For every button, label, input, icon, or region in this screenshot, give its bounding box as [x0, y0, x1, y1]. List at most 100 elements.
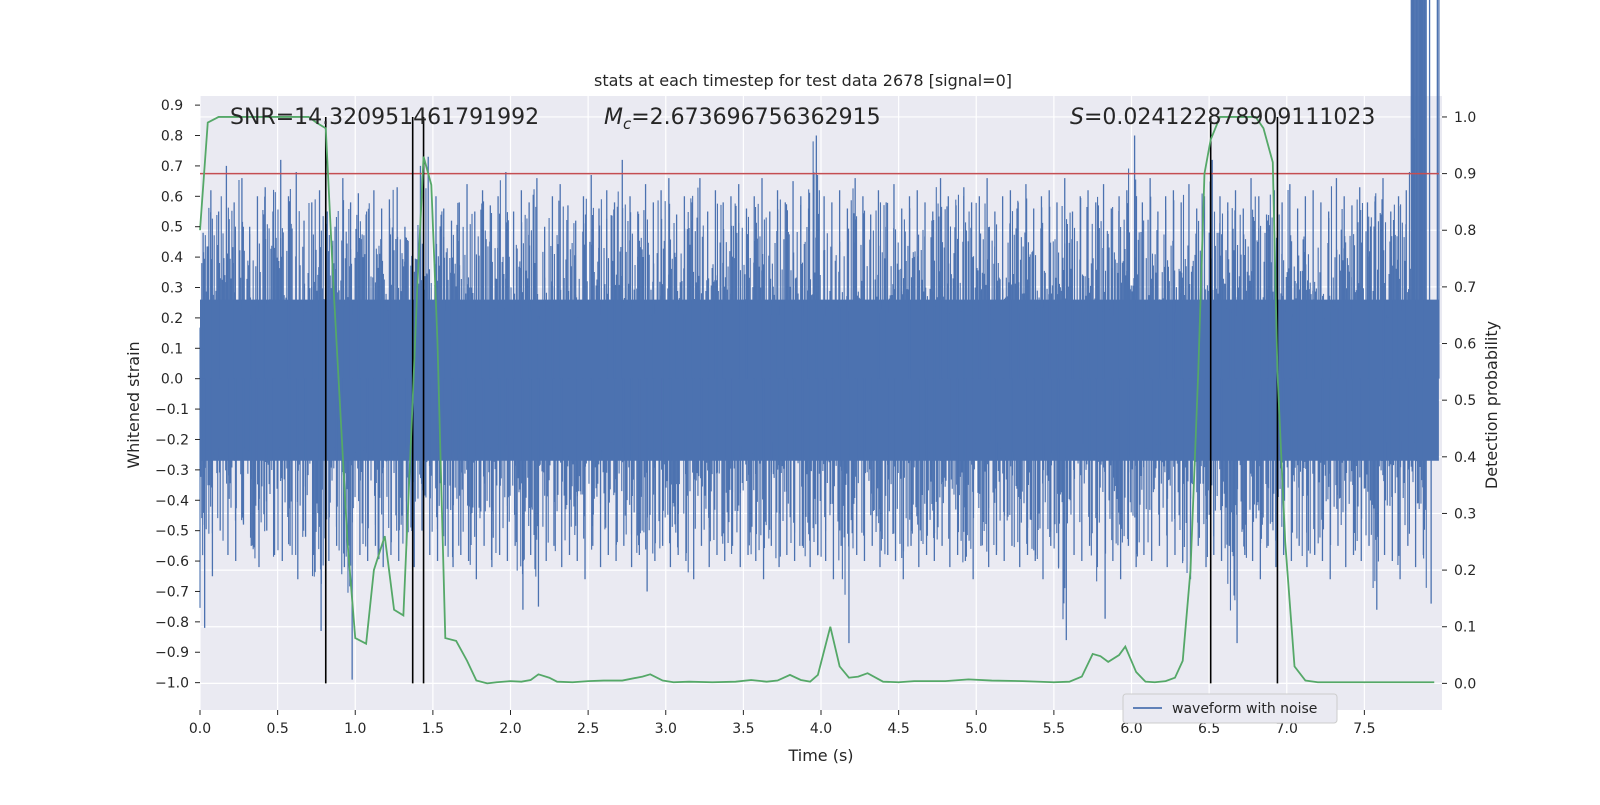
y-tick-9: 0.0: [161, 372, 200, 388]
y2-tick-label-4: 0.6: [1454, 337, 1476, 353]
y-tick-1: 0.8: [161, 129, 200, 145]
x-tick-label-1: 0.5: [266, 721, 288, 737]
y-tick-label-8: 0.1: [161, 341, 183, 357]
y2-axis-label: Detection probability: [1482, 321, 1501, 489]
x-tick-8: 4.0: [810, 710, 832, 737]
x-tick-9: 4.5: [887, 710, 910, 737]
y-tick-label-11: −0.2: [155, 432, 189, 448]
y-axis-label: Whitened strain: [124, 341, 143, 468]
y-tick-label-6: 0.3: [161, 280, 183, 296]
x-tick-7: 3.5: [732, 710, 755, 737]
y-tick-label-1: 0.8: [161, 129, 183, 145]
y2-tick-10: 0.0: [1442, 676, 1476, 692]
y2-tick-label-7: 0.3: [1454, 506, 1476, 522]
y-tick-2: 0.7: [161, 159, 200, 175]
x-tick-6: 3.0: [655, 710, 677, 737]
legend: waveform with noise: [1122, 693, 1338, 724]
y2-tick-7: 0.3: [1442, 506, 1476, 522]
chirp-mass-annotation: Mc=2.673696756362915: [604, 105, 881, 133]
y-tick-18: −0.9: [155, 645, 200, 661]
y2-tick-9: 0.1: [1442, 620, 1476, 636]
y2-tick-label-3: 0.7: [1454, 280, 1476, 296]
x-tick-label-3: 1.5: [422, 721, 444, 737]
x-tick-label-15: 7.5: [1353, 721, 1375, 737]
x-tick-label-11: 5.5: [1043, 721, 1065, 737]
y-tick-11: −0.2: [155, 432, 200, 448]
y2-tick-4: 0.6: [1442, 337, 1476, 353]
chirp-mass-subscript: c: [623, 115, 632, 133]
x-tick-5: 2.5: [577, 710, 599, 737]
y-tick-7: 0.2: [161, 311, 200, 327]
y2-tick-2: 0.8: [1442, 223, 1476, 239]
y-axis-ticks: 0.9 0.8 0.7 0.6 0.5 0.4 0.3 0.2 0.1 0.0 −0.1 −0.2 −0…: [155, 98, 200, 692]
y-tick-14: −0.5: [155, 524, 200, 540]
y-tick-label-3: 0.6: [161, 189, 183, 205]
y-tick-label-19: −1.0: [155, 676, 189, 692]
y-tick-label-18: −0.9: [155, 645, 189, 661]
chirp-mass-value: =2.673696756362915: [631, 105, 880, 130]
y-tick-label-5: 0.4: [161, 250, 183, 266]
score-annotation: S=0.024122878909111023: [1070, 105, 1375, 130]
detection-probability-series: [199, 116, 1435, 685]
y-tick-6: 0.3: [161, 280, 200, 296]
y-tick-label-7: 0.2: [161, 311, 183, 327]
y-tick-19: −1.0: [155, 676, 200, 692]
y-tick-15: −0.6: [155, 554, 200, 570]
y-tick-10: −0.1: [155, 402, 200, 418]
y2-tick-1: 0.9: [1442, 167, 1476, 183]
x-tick-label-9: 4.5: [887, 721, 909, 737]
y2-tick-label-1: 0.9: [1454, 167, 1476, 183]
chirp-mass-symbol: M: [604, 105, 623, 130]
legend-label-waveform: waveform with noise: [1172, 701, 1317, 717]
y-tick-label-16: −0.7: [155, 584, 189, 600]
y-tick-4: 0.5: [161, 220, 200, 236]
x-tick-1: 0.5: [266, 710, 289, 737]
y2-tick-label-0: 1.0: [1454, 110, 1476, 126]
x-tick-label-7: 3.5: [732, 721, 754, 737]
chart-title: stats at each timestep for test data 267…: [594, 71, 1012, 90]
snr-annotation: SNR=14.320951461791992: [230, 105, 539, 130]
y2-tick-8: 0.2: [1442, 563, 1476, 579]
x-tick-10: 5.0: [965, 710, 987, 737]
score-value: =0.024122878909111023: [1084, 105, 1375, 130]
y-tick-16: −0.7: [155, 584, 200, 600]
x-tick-label-4: 2.0: [499, 721, 521, 737]
y2-tick-3: 0.7: [1442, 280, 1476, 296]
y-tick-8: 0.1: [161, 341, 200, 357]
x-tick-label-8: 4.0: [810, 721, 832, 737]
waveform-with-noise-series: [199, 0, 1440, 680]
x-axis-label: Time (s): [787, 746, 853, 765]
y2-axis-ticks: 1.0 0.9 0.8 0.7 0.6 0.5 0.4 0.3 0.2 0.1 0.0: [1442, 110, 1476, 692]
y2-tick-label-8: 0.2: [1454, 563, 1476, 579]
y2-tick-label-6: 0.4: [1454, 450, 1476, 466]
x-tick-label-5: 2.5: [577, 721, 599, 737]
y-tick-label-10: −0.1: [155, 402, 189, 418]
x-tick-11: 5.5: [1043, 710, 1065, 737]
x-tick-label-12: 6.0: [1120, 721, 1142, 737]
y-tick-label-0: 0.9: [161, 98, 183, 114]
x-tick-label-14: 7.0: [1276, 721, 1298, 737]
y2-tick-label-2: 0.8: [1454, 223, 1476, 239]
x-tick-2: 1.0: [344, 710, 366, 737]
legend-box: [1122, 693, 1338, 724]
y-tick-label-15: −0.6: [155, 554, 189, 570]
y2-tick-0: 1.0: [1442, 110, 1476, 126]
y2-tick-label-5: 0.5: [1454, 393, 1476, 409]
x-tick-0: 0.0: [189, 710, 211, 737]
x-tick-label-13: 6.5: [1198, 721, 1220, 737]
y2-tick-5: 0.5: [1442, 393, 1476, 409]
y-tick-17: −0.8: [155, 615, 200, 631]
y-tick-label-2: 0.7: [161, 159, 183, 175]
y-tick-label-13: −0.4: [155, 493, 189, 509]
y-tick-5: 0.4: [161, 250, 200, 266]
y-tick-label-14: −0.5: [155, 524, 189, 540]
y-tick-3: 0.6: [161, 189, 200, 205]
x-tick-15: 7.5: [1353, 710, 1376, 737]
score-symbol: S: [1070, 105, 1084, 130]
y-tick-12: −0.3: [155, 463, 200, 479]
x-tick-3: 1.5: [422, 710, 444, 737]
y-tick-0: 0.9: [161, 98, 200, 114]
x-tick-label-0: 0.0: [189, 721, 211, 737]
y-tick-13: −0.4: [155, 493, 200, 509]
